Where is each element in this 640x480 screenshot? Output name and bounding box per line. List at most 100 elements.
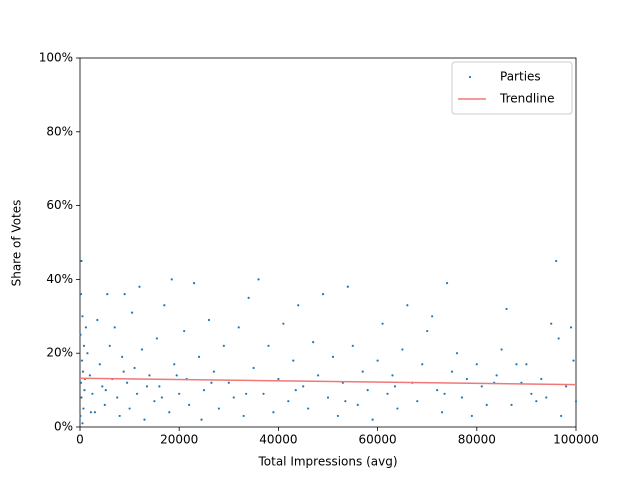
point	[222, 344, 225, 347]
point	[366, 389, 369, 392]
legend-box	[451, 61, 573, 115]
point	[163, 304, 166, 307]
point	[440, 411, 444, 414]
point	[386, 392, 389, 395]
y-tick-label: 40%	[46, 272, 73, 286]
point	[500, 348, 503, 351]
point	[436, 389, 439, 392]
y-tick-label: 100%	[39, 51, 73, 65]
point	[168, 411, 171, 414]
point	[550, 322, 553, 325]
point	[443, 392, 446, 395]
point	[560, 414, 563, 418]
point	[242, 414, 245, 418]
y-axis-label: Share of Votes	[10, 200, 24, 287]
y-tick-label: 0%	[54, 420, 73, 434]
point	[140, 348, 144, 351]
legend-label: Parties	[500, 70, 541, 84]
point	[106, 293, 109, 296]
point	[361, 370, 364, 373]
legend-marker	[468, 75, 472, 79]
point	[93, 411, 96, 414]
point	[232, 396, 235, 399]
point	[200, 418, 203, 421]
point	[396, 407, 399, 410]
point	[188, 403, 191, 406]
point	[460, 396, 464, 399]
point	[574, 400, 578, 403]
point	[175, 374, 178, 377]
point	[79, 333, 82, 336]
point	[158, 385, 161, 388]
point	[128, 407, 131, 410]
point	[371, 418, 374, 421]
point	[287, 400, 290, 403]
point	[530, 392, 533, 395]
point	[143, 418, 146, 421]
point	[346, 285, 349, 288]
point	[431, 315, 434, 318]
point	[202, 389, 206, 392]
point	[495, 374, 498, 377]
x-tick-label: 60000	[359, 433, 397, 447]
point	[81, 315, 84, 318]
point	[485, 403, 488, 406]
point	[569, 326, 573, 329]
x-tick-label: 20000	[160, 433, 198, 447]
point	[336, 414, 340, 418]
point	[294, 389, 297, 392]
point	[245, 392, 248, 395]
point	[210, 381, 213, 384]
point	[247, 296, 250, 299]
point	[331, 355, 335, 358]
point	[426, 329, 429, 333]
point	[183, 329, 186, 333]
point	[118, 414, 121, 418]
point	[450, 370, 454, 373]
point	[252, 366, 255, 370]
x-tick-label: 0	[76, 433, 84, 447]
point	[79, 414, 82, 418]
point	[297, 304, 300, 307]
point	[103, 403, 106, 406]
point	[282, 322, 285, 325]
point	[173, 363, 176, 366]
point	[79, 381, 83, 384]
point	[133, 366, 136, 370]
point	[257, 278, 260, 281]
point	[81, 370, 85, 373]
point	[89, 411, 93, 414]
point	[84, 326, 88, 329]
point	[277, 377, 280, 381]
x-axis-label: Total Impressions (avg)	[257, 455, 397, 469]
point	[170, 278, 173, 281]
point	[130, 311, 134, 314]
point	[207, 318, 211, 322]
point	[401, 348, 404, 351]
point	[108, 344, 111, 347]
point	[153, 400, 156, 403]
point	[351, 344, 354, 347]
point	[455, 352, 459, 355]
point	[381, 322, 384, 325]
plot-area	[79, 57, 577, 428]
point	[326, 396, 330, 399]
point	[82, 344, 86, 347]
point	[376, 359, 379, 362]
point	[86, 352, 89, 355]
point	[197, 355, 201, 358]
point	[116, 396, 119, 399]
point	[406, 304, 409, 307]
point	[138, 285, 141, 288]
point	[227, 381, 230, 384]
point	[135, 392, 139, 395]
point	[79, 293, 83, 296]
y-tick-label: 20%	[46, 346, 73, 360]
point	[292, 359, 295, 362]
point	[505, 307, 508, 311]
point	[101, 385, 104, 388]
point	[81, 422, 84, 425]
point	[83, 389, 86, 392]
point	[262, 392, 265, 395]
